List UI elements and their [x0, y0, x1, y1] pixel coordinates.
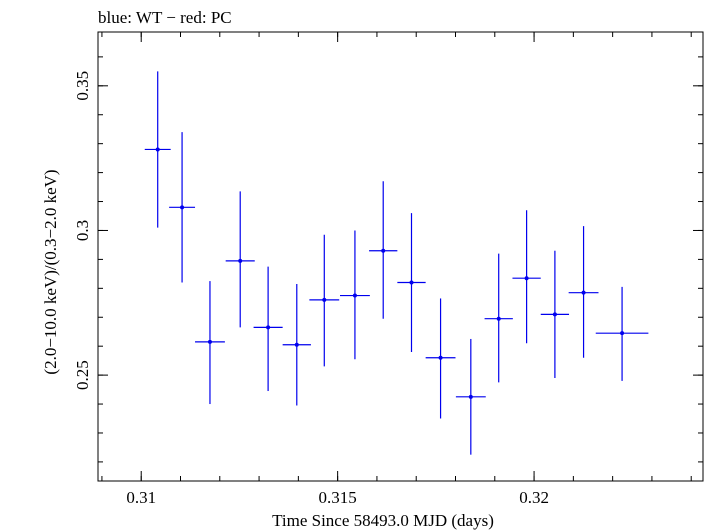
point-marker — [266, 325, 271, 330]
point-marker — [155, 147, 160, 152]
data-point — [369, 181, 398, 319]
data-point — [397, 213, 426, 352]
data-point — [309, 234, 340, 367]
data-point — [144, 71, 171, 228]
data-point — [225, 191, 255, 328]
point-marker — [294, 342, 299, 347]
data-point — [340, 230, 370, 360]
data-point — [595, 286, 649, 381]
y-tick-label: 0.35 — [73, 71, 92, 101]
point-marker — [207, 339, 212, 344]
x-tick-label: 0.32 — [519, 488, 549, 507]
y-tick-label: 0.3 — [73, 220, 92, 241]
point-marker — [524, 276, 529, 281]
data-point — [425, 298, 456, 419]
data-points — [144, 71, 649, 455]
data-point — [484, 253, 513, 383]
chart-title: blue: WT − red: PC — [98, 8, 232, 27]
data-point — [512, 210, 541, 344]
tick-labels: 0.31 0.315 0.32 0.25 0.3 0.35 — [73, 71, 549, 507]
point-marker — [180, 205, 185, 210]
y-axis-label: (2.0−10.0 keV)/(0.3−2.0 keV) — [41, 169, 60, 374]
point-marker — [552, 312, 557, 317]
data-point — [253, 266, 283, 392]
point-marker — [322, 297, 327, 302]
axis-ticks — [98, 32, 703, 481]
point-marker — [238, 258, 243, 263]
data-point — [455, 338, 486, 455]
data-point — [568, 226, 599, 358]
point-marker — [352, 293, 357, 298]
point-marker — [438, 355, 443, 360]
plot-frame — [97, 31, 704, 482]
point-marker — [496, 316, 501, 321]
data-point — [540, 250, 570, 379]
point-marker — [409, 280, 414, 285]
data-point — [282, 283, 311, 406]
point-marker — [381, 248, 386, 253]
point-marker — [468, 394, 473, 399]
point-marker — [620, 331, 625, 336]
x-tick-label: 0.31 — [126, 488, 156, 507]
point-marker — [581, 290, 586, 295]
x-axis-label: Time Since 58493.0 MJD (days) — [272, 511, 494, 530]
data-point — [169, 132, 196, 283]
x-tick-label: 0.315 — [319, 488, 357, 507]
y-tick-label: 0.25 — [73, 360, 92, 390]
data-point — [195, 281, 225, 405]
